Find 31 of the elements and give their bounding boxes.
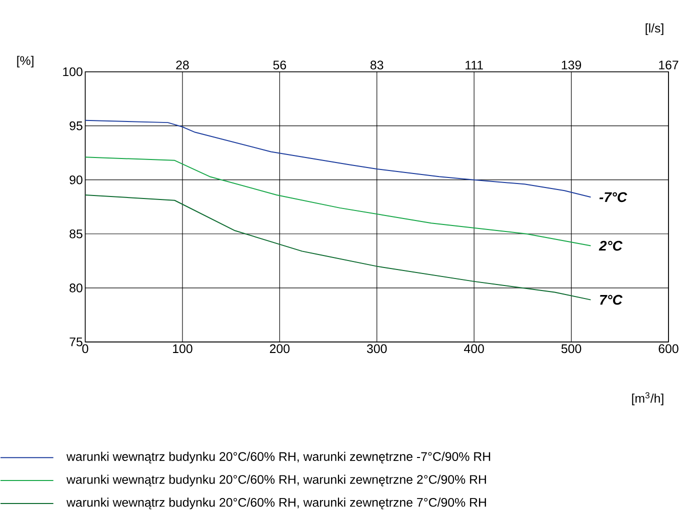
x2-tick-label: 56 <box>273 60 286 70</box>
x-tick-label: 0 <box>82 344 88 353</box>
y-tick-label: 100 <box>63 67 82 76</box>
x-tick-label: 300 <box>366 344 387 353</box>
x2-tick-label: 83 <box>370 60 384 70</box>
x-tick-label: 400 <box>464 344 484 353</box>
x-axis-title: [m$^{3}$/h] <box>632 392 664 405</box>
y-tick-label: 90 <box>70 175 82 184</box>
legend-label: warunki wewnątrz budynku 20°C/60% RH, warunki zewnętrzne -7°C/90% RH <box>66 452 490 464</box>
x-tick-label: 200 <box>270 344 290 353</box>
y-tick-label: 75 <box>70 337 82 346</box>
y-tick-label: 80 <box>70 283 82 292</box>
legend-label: warunki wewnątrz budynku 20°C/60% RH, warunki zewnętrzne 7°C/90% RH <box>66 497 486 510</box>
line-series <box>84 194 592 300</box>
x2-axis-title: [l/s] <box>646 23 664 35</box>
x-tick-label: 100 <box>173 344 192 353</box>
x2-tick-label: 111 <box>466 60 483 70</box>
x2-tick-label: 167 <box>659 60 678 70</box>
x2-tick-label: 28 <box>176 60 189 70</box>
x-tick-label: 500 <box>561 344 582 353</box>
line-series <box>84 120 592 198</box>
y-tick-label: 95 <box>70 121 82 130</box>
annotation: 7°C <box>600 294 623 305</box>
x-tick-label: 600 <box>658 344 678 353</box>
line-series <box>84 156 592 246</box>
x2-tick-label: 139 <box>562 60 582 70</box>
y-axis-title: [%] <box>17 56 34 68</box>
annotation: -7°C <box>599 192 628 202</box>
y-tick-label: 85 <box>70 229 82 238</box>
annotation: 2°C <box>598 240 623 250</box>
legend-label: warunki wewnątrz budynku 20°C/60% RH, warunki zewnętrzne 2°C/90% RH <box>66 474 486 486</box>
